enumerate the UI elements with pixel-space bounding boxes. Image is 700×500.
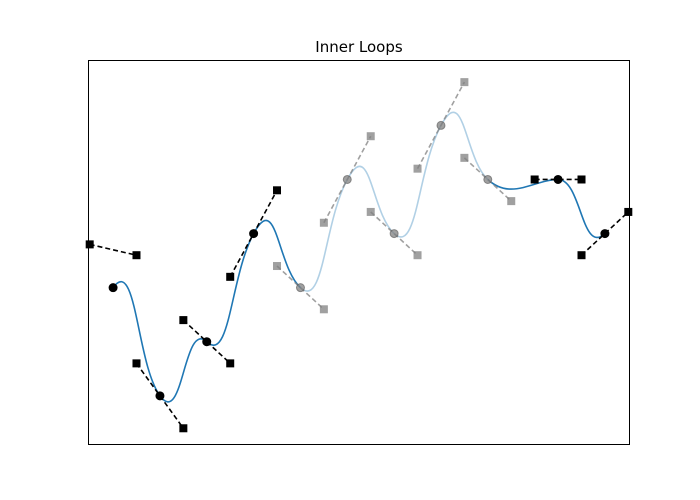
curve-group (112, 111, 606, 403)
curve-segment (557, 178, 606, 238)
vertex-marker (249, 229, 259, 239)
tangent-handle-line (182, 319, 231, 364)
chart-title: Inner Loops (315, 38, 403, 56)
curve-segment (299, 179, 348, 292)
tangent-handle-line (276, 265, 325, 310)
vertex-marker (295, 283, 305, 293)
curve-segment (206, 233, 255, 346)
vertex-marker (202, 337, 212, 347)
curve-segment (346, 165, 395, 235)
control-point-marker (530, 175, 539, 184)
curve-segment (393, 125, 442, 238)
control-point-marker (577, 251, 586, 260)
tangent-handle-line (89, 243, 137, 256)
tangent-handle-line (463, 157, 512, 202)
tangent-handle-group (85, 78, 633, 433)
curve-segment (252, 219, 302, 289)
curve-segment (112, 280, 161, 397)
control-point-marker (273, 262, 282, 271)
control-point-marker (132, 251, 141, 260)
control-point-marker (319, 305, 328, 314)
control-point-marker (226, 359, 235, 368)
control-point-marker (179, 316, 188, 325)
control-point-marker (85, 240, 94, 249)
control-point-marker (179, 424, 188, 433)
control-point-marker (460, 153, 469, 162)
control-point-marker (460, 78, 469, 87)
control-point-marker (507, 197, 516, 206)
vertex-group (108, 120, 610, 401)
control-point-marker (319, 218, 328, 227)
control-point-marker (413, 164, 422, 173)
plot-frame (88, 60, 630, 445)
control-point-marker (366, 207, 375, 216)
curve-segment (440, 111, 489, 181)
tangent-handle-line (580, 211, 629, 256)
control-point-marker (132, 359, 141, 368)
vertex-marker (483, 174, 493, 184)
vertex-marker (553, 174, 563, 184)
vertex-marker (436, 120, 446, 130)
control-point-marker (577, 175, 586, 184)
control-point-marker (226, 272, 235, 281)
control-point-marker (366, 132, 375, 141)
tangent-handle-line (370, 211, 419, 256)
vertex-marker (600, 229, 610, 239)
vertex-marker (342, 174, 352, 184)
control-point-marker (273, 186, 282, 195)
vertex-marker (389, 229, 399, 239)
vertex-marker (155, 391, 165, 401)
vertex-marker (108, 283, 118, 293)
control-point-marker (413, 251, 422, 260)
curve-segment (159, 338, 208, 403)
control-point-marker (624, 207, 633, 216)
